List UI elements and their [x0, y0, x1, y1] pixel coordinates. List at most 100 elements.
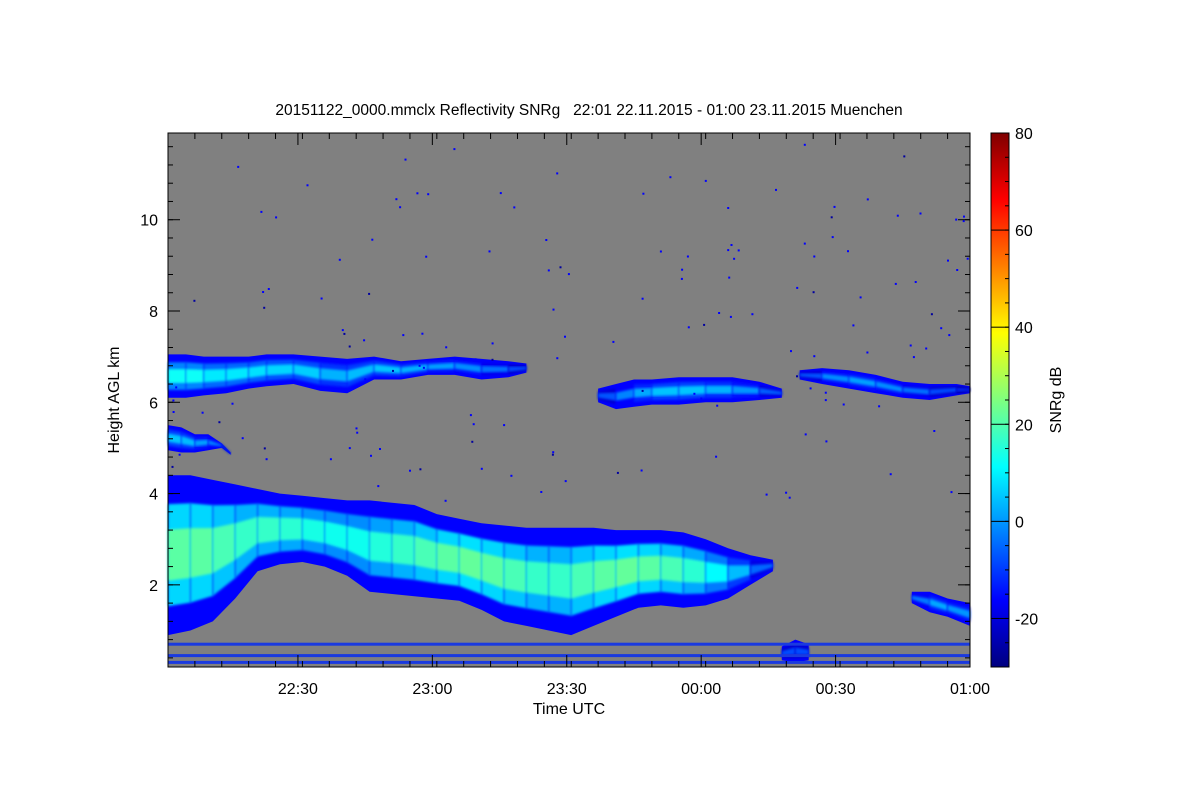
noise-speckle — [704, 179, 707, 182]
noise-speckle — [338, 258, 341, 261]
noise-speckle — [889, 473, 892, 476]
noise-speckle — [480, 467, 483, 470]
echo-cell-core — [759, 388, 782, 395]
noise-speckle — [775, 188, 777, 191]
y-tick-label: 8 — [149, 304, 158, 321]
echo-cell-core — [638, 555, 661, 582]
noise-speckle — [737, 249, 740, 252]
noise-speckle — [556, 357, 559, 360]
noise-speckle — [444, 499, 447, 502]
echo-cell-core — [678, 385, 706, 396]
echo-cell-core — [929, 598, 948, 611]
colorbar-tick-label: -20 — [1015, 611, 1038, 628]
noise-speckle — [547, 269, 550, 272]
noise-speckle — [914, 281, 917, 283]
noise-speckle — [175, 386, 178, 389]
noise-speckle — [803, 242, 806, 245]
noise-speckle — [472, 423, 475, 426]
noise-speckle — [540, 491, 543, 493]
colorbar-tick-label: 60 — [1015, 223, 1033, 240]
echo-cell-core — [705, 561, 729, 583]
noise-speckle — [687, 326, 690, 329]
noise-speckle — [812, 291, 815, 294]
noise-speckle — [201, 411, 204, 414]
echo-cell-core — [459, 546, 482, 581]
echo-cell-core — [392, 533, 415, 566]
noise-speckle — [955, 218, 958, 221]
echo-cell-core — [266, 364, 294, 376]
noise-speckle — [453, 148, 456, 151]
clutter-band — [168, 660, 970, 664]
noise-speckle — [765, 493, 768, 496]
noise-speckle — [824, 399, 827, 402]
echo-cell-core — [548, 562, 572, 599]
echo-cell-core — [190, 528, 213, 578]
noise-speckle — [842, 403, 845, 406]
noise-speckle — [833, 205, 836, 208]
noise-speckle — [847, 250, 849, 253]
noise-speckle — [368, 292, 371, 295]
noise-speckle — [418, 364, 421, 367]
noise-speckle — [237, 165, 240, 168]
noise-speckle — [909, 344, 912, 347]
echo-cell-core — [781, 647, 796, 656]
echo-cell-core — [634, 388, 652, 398]
noise-speckle — [306, 184, 309, 187]
x-tick-label: 23:00 — [412, 681, 452, 698]
noise-speckle — [616, 471, 619, 474]
x-axis: 22:30 23:00 23:30 00:00 00:30 01:00 — [167, 133, 990, 698]
noise-speckle — [545, 239, 548, 241]
noise-speckle — [510, 474, 513, 477]
echo-cell-core — [875, 381, 903, 393]
noise-speckle — [551, 453, 554, 456]
noise-speckle — [275, 216, 278, 219]
noise-speckle — [348, 345, 351, 348]
colorbar-tick-label: 80 — [1015, 126, 1033, 143]
noise-speckle — [919, 212, 922, 215]
y-tick-label: 6 — [149, 395, 158, 412]
noise-speckle — [355, 427, 358, 430]
noise-speckle — [567, 273, 570, 276]
noise-speckle — [669, 176, 672, 179]
noise-speckle — [404, 158, 407, 161]
noise-speckle — [178, 453, 181, 456]
noise-speckle — [788, 496, 791, 499]
echo-cell-core — [168, 433, 182, 444]
echo-cell-core — [728, 565, 751, 582]
echo-cell-core — [651, 386, 679, 396]
echo-cell-core — [194, 439, 209, 447]
noise-speckle — [716, 404, 719, 407]
noise-speckle — [896, 214, 899, 217]
noise-speckle — [641, 389, 644, 392]
echo-cell-core — [481, 552, 504, 589]
noise-speckle — [218, 421, 221, 424]
echo-cell-core — [221, 444, 231, 454]
noise-speckle — [681, 268, 684, 271]
noise-speckle — [948, 334, 951, 337]
noise-speckle — [564, 335, 566, 338]
colorbar-tick-label: 40 — [1015, 320, 1033, 337]
echo-cell-core — [902, 387, 930, 395]
noise-speckle — [925, 347, 928, 350]
echo-layer-lower-cloud-east — [911, 591, 970, 626]
echo-cell-core — [660, 555, 684, 583]
noise-speckle — [947, 259, 949, 262]
echo-cell-core — [181, 435, 195, 447]
noise-speckle — [364, 378, 367, 381]
y-axis: 2 4 6 8 10 — [140, 146, 970, 659]
echo-cell-core — [302, 518, 325, 544]
noise-speckle — [419, 468, 422, 471]
echo-cell-core — [324, 521, 348, 551]
echo-cell-core — [911, 595, 930, 606]
echo-layers — [168, 354, 970, 663]
noise-speckle — [640, 469, 643, 472]
noise-speckle — [866, 351, 869, 354]
noise-speckle — [703, 323, 706, 326]
noise-speckle — [370, 454, 372, 457]
noise-speckle — [395, 198, 398, 201]
noise-speckle — [172, 411, 175, 413]
noise-speckle — [809, 387, 812, 390]
noise-speckle — [425, 255, 428, 258]
noise-speckle — [796, 286, 799, 289]
